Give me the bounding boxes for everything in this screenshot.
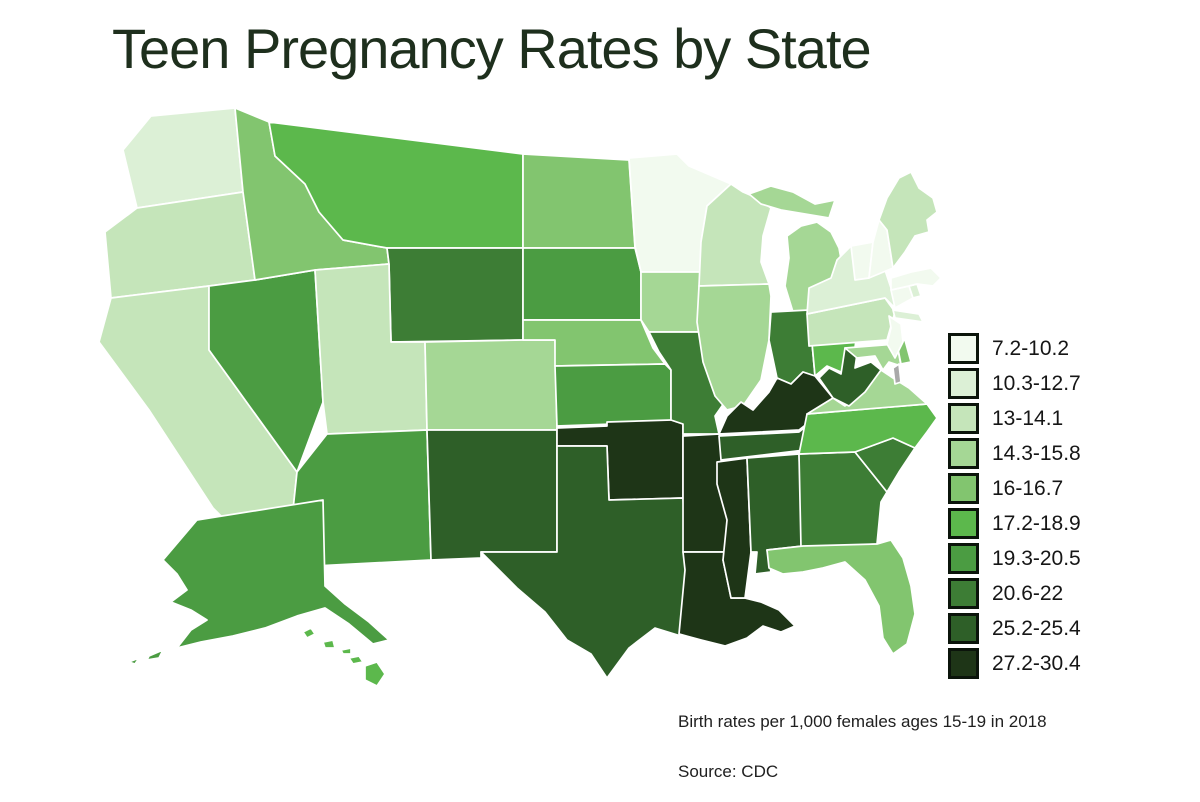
- state-colorado: [424, 339, 558, 431]
- state-north-dakota: [522, 153, 636, 249]
- us-choropleth-map: [93, 100, 945, 702]
- legend-row-1: 7.2-10.2: [948, 333, 1081, 364]
- legend-row-5: 16-16.7: [948, 473, 1081, 504]
- state-west-virginia: [818, 347, 882, 407]
- legend-label-10: 27.2-30.4: [992, 651, 1081, 675]
- legend-row-4: 14.3-15.8: [948, 438, 1081, 469]
- legend-label-9: 25.2-25.4: [992, 616, 1081, 640]
- legend-swatch-6: [948, 508, 979, 539]
- legend-label-2: 10.3-12.7: [992, 371, 1081, 395]
- state-south-dakota: [522, 247, 642, 321]
- map-caption: Birth rates per 1,000 females ages 15-19…: [678, 712, 1047, 731]
- state-wisconsin: [698, 183, 772, 287]
- legend-label-4: 14.3-15.8: [992, 441, 1081, 465]
- state-wyoming: [386, 247, 524, 343]
- state-washington: [122, 107, 244, 209]
- legend-row-2: 10.3-12.7: [948, 368, 1081, 399]
- legend-swatch-8: [948, 578, 979, 609]
- page-title: Teen Pregnancy Rates by State: [112, 17, 872, 80]
- legend-swatch-3: [948, 403, 979, 434]
- legend-swatch-5: [948, 473, 979, 504]
- legend-swatch-2: [948, 368, 979, 399]
- state-new-jersey: [886, 315, 904, 359]
- legend-swatch-4: [948, 438, 979, 469]
- legend-row-10: 27.2-30.4: [948, 648, 1081, 679]
- legend-swatch-10: [948, 648, 979, 679]
- legend-label-8: 20.6-22: [992, 581, 1064, 605]
- legend-row-8: 20.6-22: [948, 578, 1081, 609]
- legend-row-9: 25.2-25.4: [948, 613, 1081, 644]
- state-district-of-columbia: [892, 363, 902, 385]
- state-florida: [766, 539, 916, 655]
- state-maine: [878, 171, 938, 269]
- state-kansas: [554, 363, 672, 427]
- legend-row-7: 19.3-20.5: [948, 543, 1081, 574]
- state-new-mexico: [426, 429, 558, 561]
- legend-swatch-9: [948, 613, 979, 644]
- map-source: Source: CDC: [678, 762, 779, 781]
- legend-label-6: 17.2-18.9: [992, 511, 1081, 535]
- legend-label-5: 16-16.7: [992, 476, 1064, 500]
- legend-label-7: 19.3-20.5: [992, 546, 1081, 570]
- state-texas: [480, 445, 688, 679]
- map-legend: 7.2-10.2 10.3-12.7 13-14.1 14.3-15.8 16-16.7…: [948, 333, 1081, 683]
- legend-row-3: 13-14.1: [948, 403, 1081, 434]
- us-map-svg: [98, 107, 942, 687]
- legend-swatch-7: [948, 543, 979, 574]
- legend-swatch-1: [948, 333, 979, 364]
- state-hawaii: [302, 627, 386, 687]
- legend-row-6: 17.2-18.9: [948, 508, 1081, 539]
- state-massachusetts: [890, 267, 942, 291]
- legend-label-3: 13-14.1: [992, 406, 1064, 430]
- state-alaska: [128, 499, 390, 665]
- legend-label-1: 7.2-10.2: [992, 336, 1070, 360]
